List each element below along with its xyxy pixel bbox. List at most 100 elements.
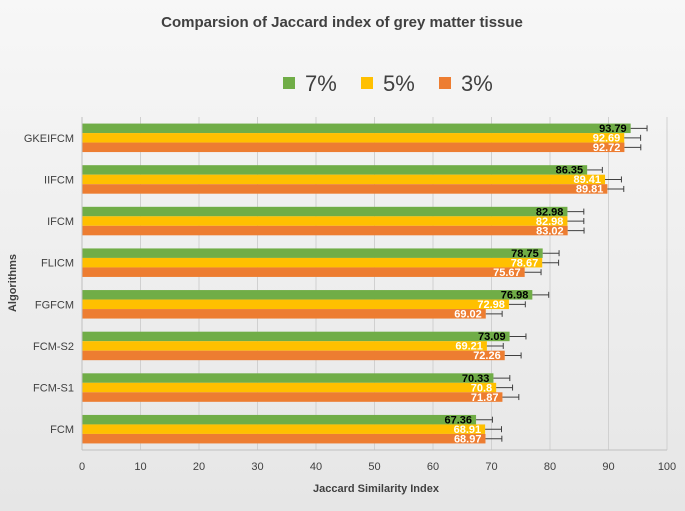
errorbar-iifcm-7 [587, 166, 603, 173]
category-label-gkeifcm: GKEIFCM [24, 133, 74, 145]
data-label-fgfcm-3: 69.02 [454, 309, 482, 321]
category-label-ifcm: IFCM [47, 216, 74, 228]
data-label-flicm-3: 75.67 [493, 267, 521, 279]
errorbar-fcm-s1-7 [493, 375, 511, 382]
category-label-fgfcm: FGFCM [35, 299, 74, 311]
errorbar-fcm-s2-7 [509, 333, 527, 340]
bar-fgfcm-7 [82, 290, 533, 300]
x-tick-label-100: 100 [658, 461, 676, 473]
data-label-fgfcm-7: 76.98 [501, 290, 529, 302]
bar-fcm-s2-3 [82, 350, 505, 361]
legend-label-5: 5% [383, 71, 415, 96]
x-tick-label-30: 30 [251, 461, 263, 473]
data-label-iifcm-3: 89.81 [576, 184, 604, 196]
data-label-fcm-s1-5: 70.8 [471, 382, 492, 394]
x-tick-label-80: 80 [544, 461, 556, 473]
errorbar-flicm-5 [542, 259, 560, 266]
bar-fcm-7 [82, 414, 477, 425]
legend: 7% 5% 3% [283, 71, 493, 96]
category-label-iifcm: IIFCM [44, 174, 74, 186]
bar-iifcm-3 [82, 184, 608, 194]
data-label-iifcm-7: 86.35 [556, 165, 584, 177]
x-tick-label-10: 10 [134, 461, 146, 473]
x-tick-label-50: 50 [368, 461, 380, 473]
errorbar-iifcm-5 [605, 176, 622, 183]
axes: 0 10 20 30 40 50 60 70 80 90 100 GKEIFCM IIFCM IFCM FL… [24, 117, 676, 473]
bar-fgfcm-5 [82, 299, 509, 310]
errorbar-ifcm-3 [567, 227, 585, 234]
category-label-fcm-s1: FCM-S1 [33, 383, 74, 395]
bar-fcm-s2-7 [82, 331, 510, 342]
chart-title: Comparsion of Jaccard index of grey matt… [161, 14, 523, 31]
data-label-fcm-s1-3: 71.87 [471, 392, 499, 404]
errorbar-ifcm-7 [567, 208, 585, 215]
errorbar-ifcm-5 [567, 218, 585, 225]
errorbar-iifcm-3 [607, 185, 625, 192]
errorbar-fgfcm-5 [508, 301, 526, 308]
bar-gkeifcm-3 [82, 142, 625, 153]
bar-flicm-7 [82, 248, 543, 258]
errorbar-fcm-s2-5 [486, 342, 504, 349]
x-tick-label-70: 70 [485, 461, 497, 473]
bar-iifcm-7 [82, 165, 588, 175]
bar-fcm-s1-3 [82, 392, 503, 402]
data-label-fcm-s2-3: 72.26 [473, 350, 501, 362]
errorbar-fcm-s1-3 [502, 394, 520, 401]
legend-swatch-5 [361, 77, 373, 89]
legend-label-7: 7% [305, 71, 337, 96]
legend-label-3: 3% [461, 71, 493, 96]
errorbar-fcm-7 [476, 416, 493, 423]
errorbar-fcm-s2-3 [504, 352, 522, 359]
data-label-fcm-3: 68.97 [454, 433, 482, 445]
bar-fcm-s1-7 [82, 373, 494, 383]
bar-flicm-5 [82, 257, 543, 268]
category-label-flicm: FLICM [41, 258, 74, 270]
data-label-fcm-s1-7: 70.33 [462, 373, 490, 385]
bar-ifcm-7 [82, 206, 568, 217]
bar-gkeifcm-7 [82, 123, 631, 134]
x-tick-label-20: 20 [193, 461, 205, 473]
data-label-fgfcm-5: 72.98 [477, 299, 505, 311]
x-tick-label-90: 90 [602, 461, 614, 473]
bar-gkeifcm-5 [82, 133, 625, 143]
bar-fcm-s2-5 [82, 341, 487, 351]
bar-fcm-s1-5 [82, 382, 497, 393]
data-label-ifcm-7: 82.98 [536, 206, 564, 218]
errorbar-gkeifcm-5 [624, 134, 642, 141]
x-tick-label-60: 60 [427, 461, 439, 473]
bars [82, 123, 648, 444]
bar-flicm-3 [82, 267, 525, 277]
data-label-fcm-s2-5: 69.21 [455, 341, 483, 353]
bar-fgfcm-3 [82, 309, 486, 319]
data-label-ifcm-5: 82.98 [536, 216, 564, 228]
legend-swatch-7 [283, 77, 295, 89]
errorbar-gkeifcm-7 [630, 125, 648, 132]
data-label-flicm-7: 78.75 [511, 248, 539, 260]
data-label-fcm-5: 68.91 [454, 424, 482, 436]
data-label-ifcm-3: 83.02 [536, 225, 564, 237]
errorbar-fgfcm-7 [532, 291, 550, 298]
errorbar-fcm-5 [485, 426, 503, 433]
category-label-fcm-s2: FCM-S2 [33, 341, 74, 353]
errorbar-flicm-3 [524, 269, 542, 276]
bar-iifcm-5 [82, 174, 606, 185]
data-label-fcm-7: 67.36 [445, 414, 473, 426]
data-label-gkeifcm-5: 92.69 [593, 133, 621, 145]
errorbar-fcm-3 [485, 435, 503, 442]
data-label-gkeifcm-7: 93.79 [599, 123, 627, 135]
x-axis-title: Jaccard Similarity Index [313, 483, 440, 495]
y-axis-title: Algorithms [7, 254, 19, 312]
data-label-fcm-s2-7: 73.09 [478, 331, 506, 343]
category-label-fcm: FCM [50, 424, 74, 436]
bar-fcm-3 [82, 433, 486, 444]
data-label-iifcm-5: 89.41 [574, 174, 602, 186]
bar-fcm-5 [82, 424, 486, 434]
bar-ifcm-3 [82, 225, 568, 236]
legend-swatch-3 [439, 77, 451, 89]
x-tick-label-0: 0 [79, 461, 85, 473]
data-label-gkeifcm-3: 92.72 [593, 142, 621, 154]
errorbar-fcm-s1-5 [496, 384, 514, 391]
